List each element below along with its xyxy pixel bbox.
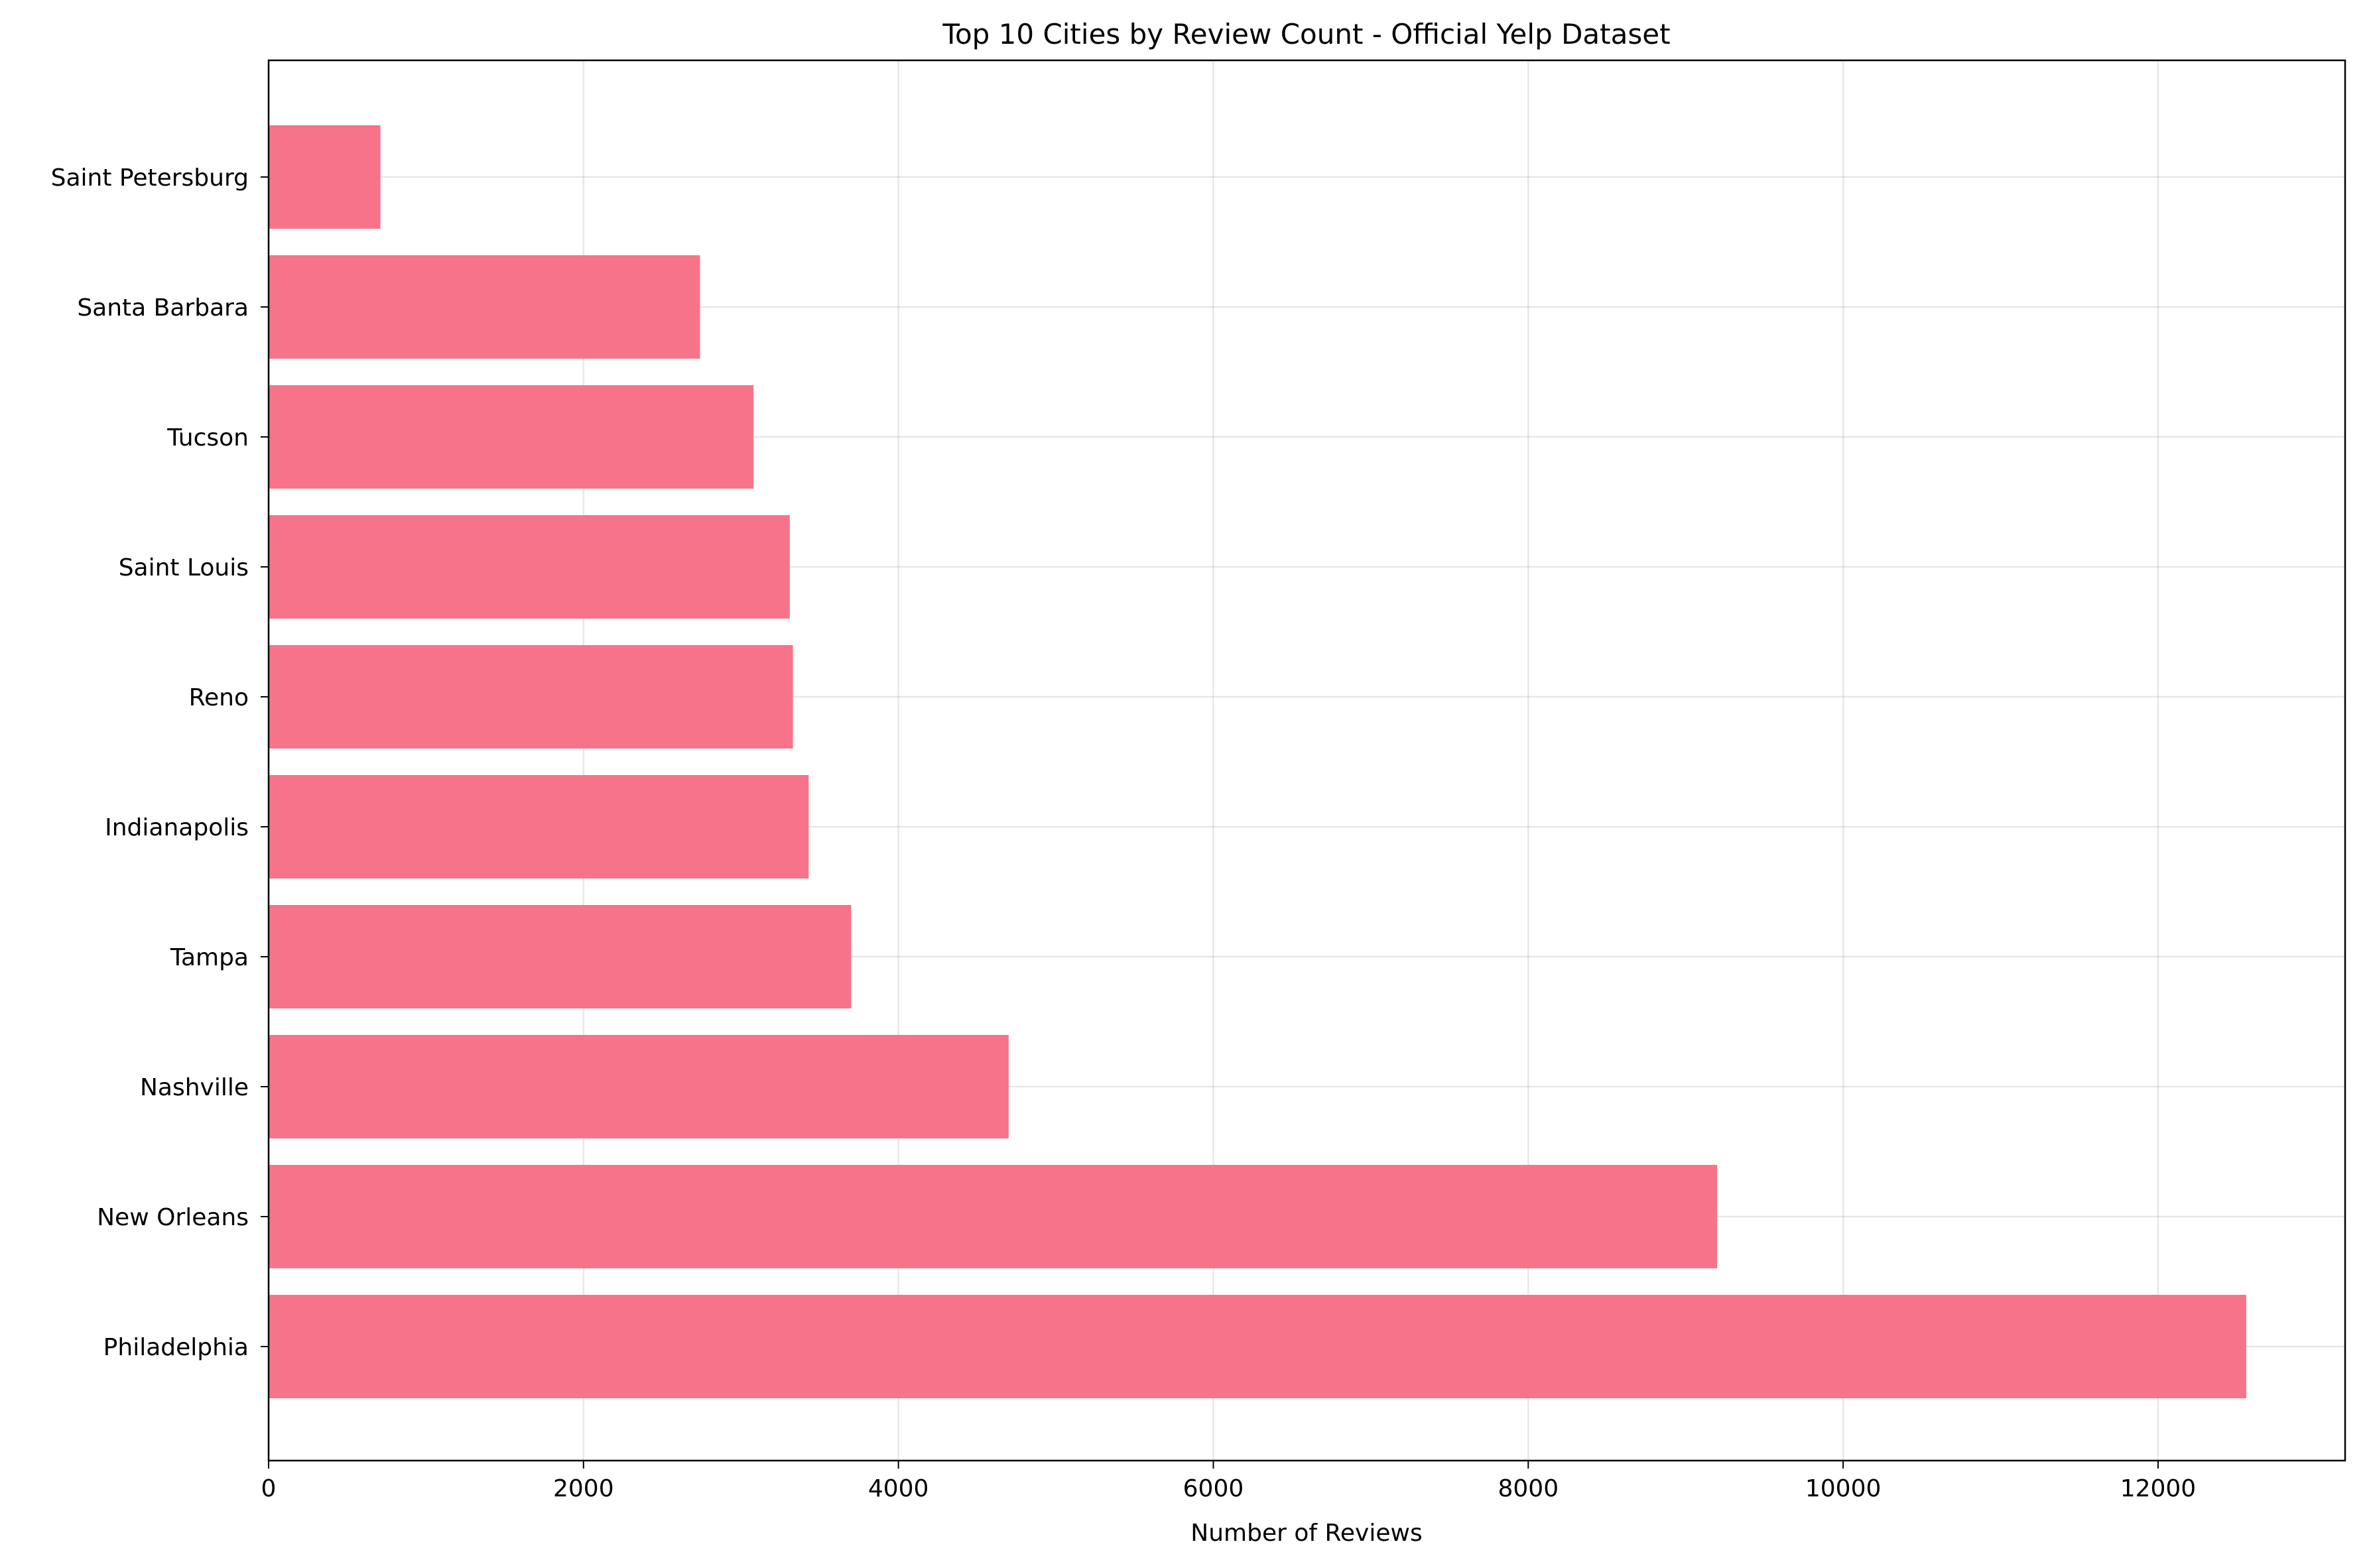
y-tick-label-santa-barbara: Santa Barbara: [77, 294, 249, 322]
plot-frame: [267, 59, 2346, 1462]
x-axis-ticks: 0 2000 4000 6000 8000 10000 12000: [261, 1461, 2197, 1502]
chart-title: Top 10 Cities by Review Count - Official…: [942, 18, 1670, 50]
bar-new-orleans: [269, 1165, 1718, 1268]
bar-reno: [269, 645, 793, 749]
bar-santa-barbara: [269, 255, 700, 359]
x-tick-label: 12000: [2120, 1475, 2197, 1502]
x-tick-label: 2000: [553, 1475, 614, 1502]
x-tick-label: 0: [261, 1475, 277, 1502]
y-tick-label-saint-louis: Saint Louis: [119, 554, 249, 581]
y-axis-ticks: Philadelphia New Orleans Nashville Tampa Ind…: [51, 164, 269, 1361]
bar-indianapolis: [269, 775, 809, 878]
y-tick-label-tucson: Tucson: [166, 424, 249, 452]
bar-saint-louis: [269, 515, 790, 619]
bar-philadelphia: [269, 1295, 2246, 1398]
bar-saint-petersburg: [269, 125, 381, 229]
bars: [269, 125, 2246, 1398]
y-tick-label-philadelphia: Philadelphia: [103, 1334, 249, 1361]
bar-nashville: [269, 1035, 1009, 1138]
y-tick-label-tampa: Tampa: [170, 944, 249, 971]
y-tick-label-new-orleans: New Orleans: [97, 1204, 249, 1231]
y-tick-label-saint-petersburg: Saint Petersburg: [51, 164, 249, 192]
x-tick-label: 6000: [1183, 1475, 1244, 1502]
x-axis-label: Number of Reviews: [1190, 1520, 1422, 1547]
bar-tampa: [269, 905, 852, 1008]
y-tick-label-reno: Reno: [189, 684, 249, 711]
x-tick-label: 4000: [868, 1475, 929, 1502]
x-tick-label: 10000: [1805, 1475, 1882, 1502]
x-tick-label: 8000: [1498, 1475, 1559, 1502]
bar-tucson: [269, 385, 754, 489]
y-tick-label-nashville: Nashville: [140, 1074, 249, 1101]
y-tick-label-indianapolis: Indianapolis: [105, 814, 249, 841]
